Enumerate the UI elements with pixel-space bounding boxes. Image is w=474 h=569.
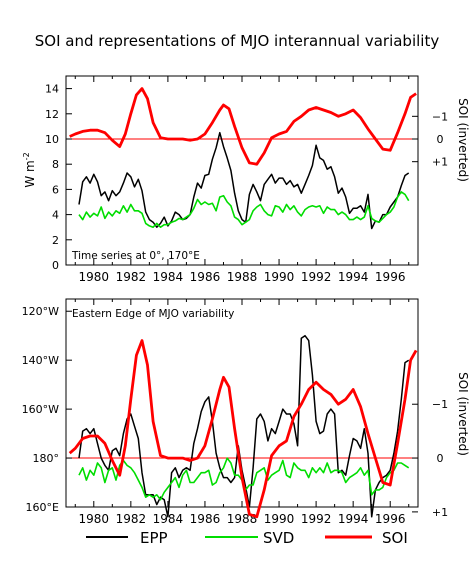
- bottom-x-tick-label: 1994: [338, 512, 369, 526]
- bottom-panel: 1980 1982 1984 1986 1988 1990 1992 1994 1996120°…: [22, 298, 470, 526]
- bottom-y2-tick-label: 0: [437, 452, 444, 465]
- bottom-y-tick-label: 160°E: [26, 501, 59, 514]
- bottom-panel-annotation: Eastern Edge of MJO variability: [72, 308, 234, 320]
- top-y-tick-label: 6: [52, 183, 59, 196]
- top-y2-tick-label: −1: [432, 110, 448, 123]
- top-y-tick-label: 4: [52, 209, 59, 222]
- bottom-y2-tick-label: +1: [432, 506, 448, 519]
- bottom-y-tick-label: 160°W: [22, 403, 59, 416]
- legend: EPP SVD SOI: [86, 529, 408, 547]
- legend-item-svd: SVD: [205, 529, 294, 547]
- top-x-tick-label: 1988: [227, 270, 258, 284]
- bottom-y-tick-label: 120°W: [22, 305, 59, 318]
- top-x-tick-label: 1982: [116, 270, 147, 284]
- bottom-series-soi: [68, 339, 418, 519]
- bottom-x-tick-label: 1990: [264, 512, 295, 526]
- bottom-y-tick-label: 140°W: [22, 354, 59, 367]
- top-x-tick-label: 1992: [301, 270, 332, 284]
- bottom-y2label: SOI (inverted): [456, 372, 470, 456]
- bottom-series-epp: [78, 334, 410, 518]
- top-y2-tick-label: 0: [437, 133, 444, 146]
- top-x-tick-label: 1986: [190, 270, 221, 284]
- top-x-tick-label: 1996: [375, 270, 406, 284]
- bottom-chart-marks: 1980 1982 1984 1986 1988 1990 1992 1994 1996120°…: [22, 299, 448, 526]
- legend-item-soi: SOI: [325, 529, 408, 547]
- top-y-tick-label: 10: [45, 133, 59, 146]
- legend-item-epp: EPP: [86, 529, 168, 547]
- top-plot-frame: [65, 75, 419, 266]
- top-series-svd: [78, 191, 410, 228]
- top-panel: 1980 1982 1984 1986 1988 1990 1992 1994 1996 0 2 4 6…: [22, 75, 470, 284]
- legend-label-soi: SOI: [382, 529, 408, 547]
- top-x-tick-label: 1990: [264, 270, 295, 284]
- bottom-y2-tick-label: −1: [432, 398, 448, 411]
- top-ylabel: W m-2: [22, 152, 37, 187]
- top-ylabel-main: W m: [23, 160, 37, 187]
- top-x-tick-label: 1994: [338, 270, 369, 284]
- top-panel-annotation: Time series at 0°, 170°E: [71, 250, 200, 262]
- top-series-soi: [69, 87, 417, 166]
- top-y-tick-label: 12: [45, 108, 59, 121]
- bottom-x-tick-label: 1982: [116, 512, 147, 526]
- top-x-tick-label: 1984: [153, 270, 184, 284]
- bottom-x-tick-label: 1984: [153, 512, 184, 526]
- bottom-x-tick-label: 1980: [79, 512, 110, 526]
- bottom-x-tick-label: 1992: [301, 512, 332, 526]
- top-y-tick-label: 2: [52, 234, 59, 247]
- bottom-y-tick-label: 180°: [33, 452, 60, 465]
- legend-label-epp: EPP: [140, 529, 168, 547]
- top-y2-tick-label: +1: [432, 156, 448, 169]
- top-x-tick-label: 1980: [79, 270, 110, 284]
- top-ylabel-sup: -2: [22, 152, 31, 160]
- top-series-epp: [78, 131, 410, 230]
- top-y-tick-label: 14: [45, 83, 59, 96]
- bottom-x-tick-label: 1986: [190, 512, 221, 526]
- bottom-x-tick-label: 1996: [375, 512, 406, 526]
- top-chart-marks: 1980 1982 1984 1986 1988 1990 1992 1994 1996 0 2 4 6…: [45, 76, 448, 284]
- figure-title: SOI and representations of MJO interannu…: [35, 32, 440, 50]
- top-y2label: SOI (inverted): [456, 98, 470, 182]
- legend-label-svd: SVD: [263, 529, 294, 547]
- top-y-tick-label: 8: [52, 158, 59, 171]
- top-y-tick-label: 0: [52, 259, 59, 272]
